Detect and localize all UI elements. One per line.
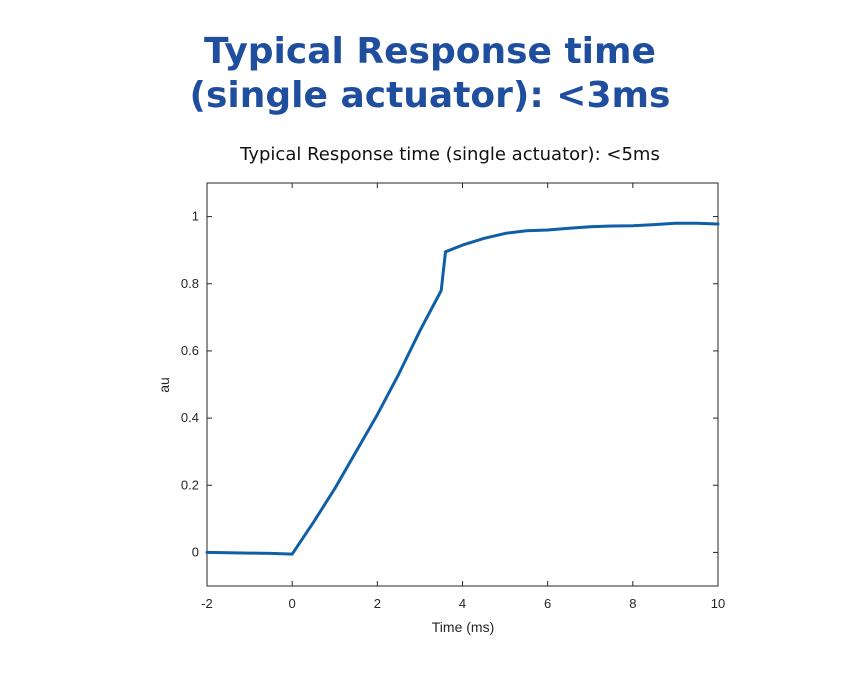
chart-title: Typical Response time (single actuator):…: [239, 144, 660, 165]
slide-title: Typical Response time (single actuator):…: [0, 30, 860, 118]
x-tick-label: 4: [459, 596, 466, 611]
x-tick-label: 6: [544, 596, 551, 611]
y-tick-label: 0.8: [181, 276, 199, 291]
y-tick-label: 0.4: [181, 410, 199, 425]
x-tick-label: 10: [711, 596, 725, 611]
y-tick-label: 0: [192, 544, 199, 559]
x-tick-label: 2: [374, 596, 381, 611]
x-tick-label: -2: [201, 596, 213, 611]
series-layer: [205, 221, 720, 556]
response-series-line: [205, 221, 720, 556]
y-tick-label: 1: [192, 209, 199, 224]
plot-area: [206, 182, 719, 587]
slide-title-line-1: Typical Response time: [204, 31, 656, 72]
y-tick-label: 0.6: [181, 343, 199, 358]
x-tick-label: 8: [629, 596, 636, 611]
slide-title-line-2: (single actuator): <3ms: [189, 75, 671, 116]
x-tick-label: 0: [289, 596, 296, 611]
y-tick-label: 0.2: [181, 477, 199, 492]
ticks-layer: -2 0 2 4 6 8 10 0 0.2 0.4 0.6 0.8 1: [181, 183, 725, 611]
y-axis-label: au: [156, 377, 172, 393]
x-axis-label: Time (ms): [432, 619, 494, 635]
